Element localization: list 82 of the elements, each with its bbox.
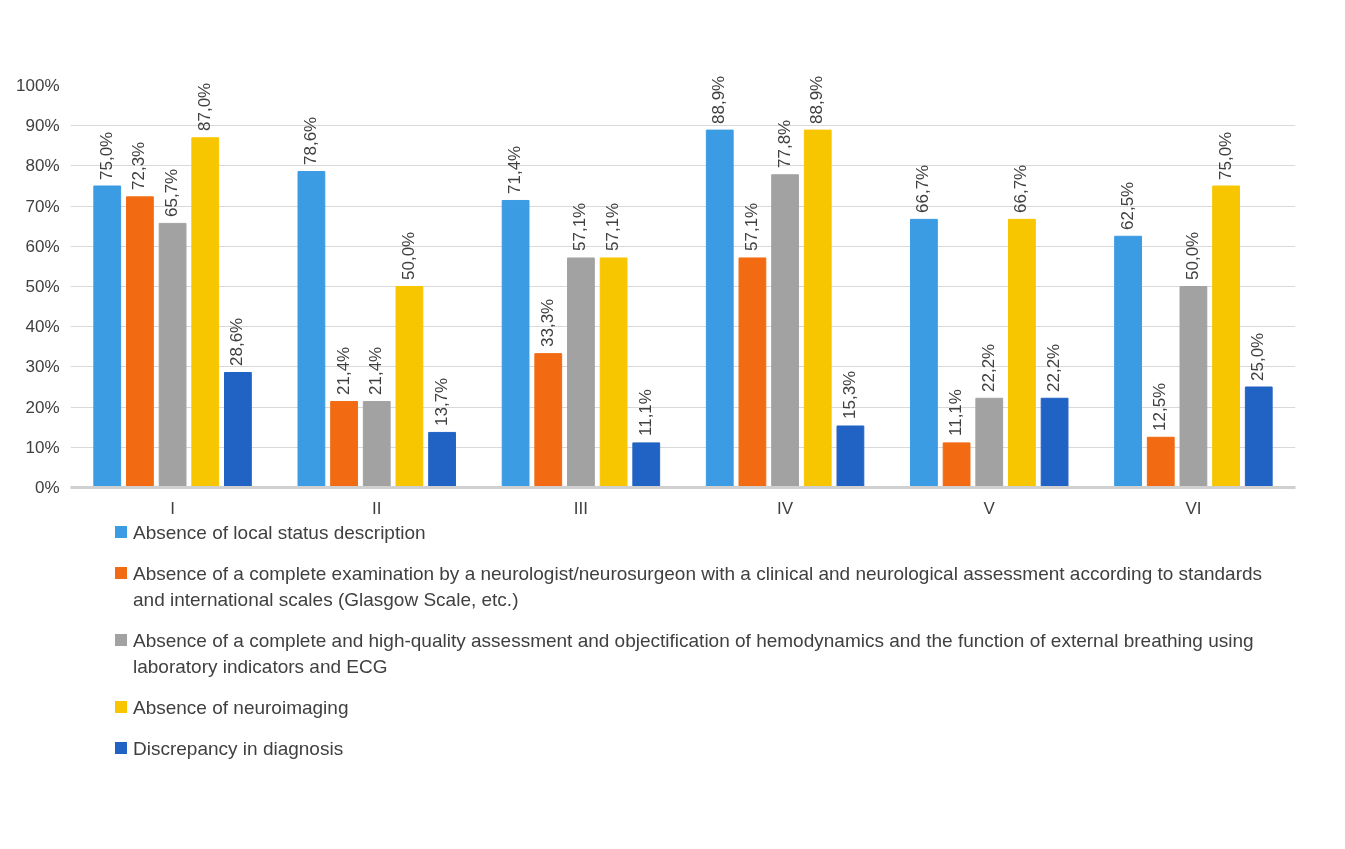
data-label: 87,0% [194, 83, 215, 132]
bar [942, 442, 971, 488]
y-tick-label: 20% [25, 397, 60, 417]
bar [803, 129, 832, 488]
data-label: 66,7% [1011, 164, 1032, 213]
bar [632, 442, 661, 488]
bar [1040, 397, 1069, 488]
x-tick-label: I [170, 498, 175, 518]
legend-label: Absence of a complete examination by a neurologist/neurosurgeon with a clinical and neurological assessment according to standards and international scales (Glasgow Scale, etc.) [133, 561, 1264, 613]
data-label: 88,9% [709, 75, 730, 124]
data-label: 25,0% [1248, 332, 1269, 381]
x-tick-label: II [372, 498, 382, 518]
y-tick-label: 80% [25, 156, 60, 176]
bar [738, 257, 767, 488]
bar [297, 171, 326, 488]
x-tick-label: VI [1185, 498, 1202, 518]
x-tick-label: V [983, 498, 996, 518]
data-label: 12,5% [1150, 382, 1171, 431]
data-label: 77,8% [774, 120, 795, 169]
data-label: 50,0% [1182, 231, 1203, 280]
data-label: 75,0% [1215, 131, 1236, 180]
bar [975, 397, 1004, 488]
bar [1212, 185, 1240, 488]
data-label: 50,0% [398, 231, 419, 280]
y-tick-label: 100% [16, 76, 60, 95]
data-label: 57,1% [570, 203, 591, 252]
data-label: 71,4% [505, 145, 526, 194]
data-label: 11,1% [946, 389, 967, 437]
data-label: 22,2% [978, 343, 999, 392]
bar [1244, 386, 1273, 488]
data-label: 62,5% [1117, 181, 1138, 230]
bar [1179, 286, 1208, 488]
data-label: 15,3% [839, 371, 860, 420]
bar [428, 431, 456, 488]
data-label: 21,4% [333, 346, 354, 395]
y-tick-label: 40% [25, 317, 60, 337]
data-label: 88,9% [807, 75, 828, 124]
y-tick-label: 90% [25, 116, 60, 136]
bar [599, 257, 628, 488]
legend-label: Discrepancy in diagnosis [133, 736, 344, 761]
data-label: 21,4% [366, 346, 387, 395]
bar [836, 425, 865, 488]
bar [534, 353, 563, 488]
bar [191, 137, 220, 488]
data-label: 57,1% [741, 203, 762, 252]
bar [1114, 235, 1142, 488]
data-label: 13,7% [431, 377, 452, 426]
bar [771, 174, 799, 488]
bar [705, 129, 734, 488]
bar [93, 185, 122, 488]
data-label: 78,6% [300, 116, 321, 166]
legend-label: Absence of local status description [133, 521, 426, 545]
data-label: 22,2% [1044, 343, 1065, 392]
bar [126, 196, 154, 488]
bar [158, 222, 187, 488]
bar [362, 400, 391, 488]
data-label: 75,0% [96, 131, 117, 180]
bar [501, 199, 530, 488]
bar [224, 372, 252, 488]
y-tick-label: 50% [25, 277, 60, 296]
data-label: 11,1% [635, 389, 656, 437]
x-tick-label: III [573, 498, 588, 518]
bar [910, 218, 938, 488]
x-tick-label: IV [777, 498, 794, 518]
data-label: 33,3% [537, 298, 558, 348]
data-label: 28,6% [227, 317, 248, 367]
bar [1146, 436, 1175, 488]
bar [567, 257, 595, 488]
data-label: 66,7% [913, 164, 934, 213]
y-tick-label: 30% [25, 357, 60, 377]
bar [330, 400, 358, 488]
legend-label: Absence of a complete and high-quality assessment and objectification of hemodynamics and the function of external breathing using laboratory indicators and ECG [133, 628, 1255, 680]
y-tick-label: 60% [25, 236, 60, 256]
bar [1008, 218, 1036, 488]
legend-label: Absence of neuroimaging [133, 695, 349, 720]
data-label: 57,1% [603, 203, 624, 252]
y-tick-label: 70% [25, 196, 60, 216]
y-tick-label: 0% [34, 478, 60, 497]
data-label: 72,3% [129, 142, 150, 191]
bar [395, 286, 424, 488]
data-label: 65,7% [162, 168, 183, 217]
y-tick-label: 10% [25, 437, 60, 457]
